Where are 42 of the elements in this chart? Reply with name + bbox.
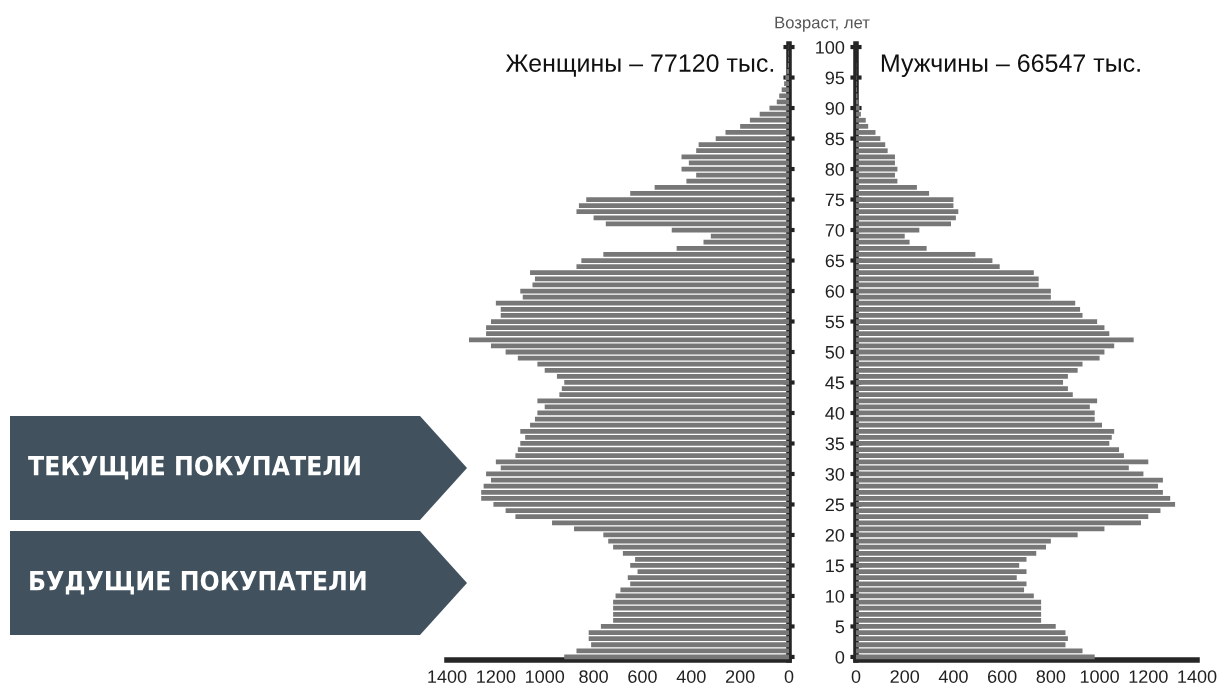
text: ТЕКУЩИЕ ПОКУПАТЕЛИ: [28, 455, 360, 480]
y-tick-label: 0: [835, 650, 845, 664]
y-tick-label: 90: [825, 101, 845, 115]
x-tick-label: 0: [851, 670, 861, 683]
y-tick-label: 10: [826, 589, 845, 603]
y-tick-label: 45: [825, 376, 845, 390]
text: БУДУЩИЕ ПОКУПАТЕЛИ: [30, 570, 366, 595]
x-tick-label: 0: [784, 670, 794, 683]
x-tick-label: 200: [890, 670, 920, 683]
y-tick-label: 65: [825, 254, 845, 268]
y-tick-label: 95: [825, 71, 845, 85]
x-tick-label: 800: [579, 670, 608, 683]
x-tick-label: 1200: [477, 670, 516, 683]
x-tick-label: 200: [725, 670, 755, 683]
y-tick-label: 60: [825, 284, 845, 298]
x-tick-label: 600: [628, 670, 657, 683]
x-tick-label: 1400: [1178, 670, 1217, 683]
y-tick-label: 55: [825, 315, 845, 329]
x-tick-label: 1200: [1129, 670, 1168, 683]
x-tick-label: 400: [676, 670, 706, 683]
y-tick-label: 20: [825, 528, 845, 542]
y-tick-label: 25: [825, 498, 845, 512]
y-tick-label: 30: [825, 467, 845, 481]
y-axis-title: Возраст, лет: [775, 16, 870, 32]
x-tick-label: 800: [1036, 670, 1066, 683]
y-tick-label: 35: [825, 437, 845, 451]
x-tick-label: 1000: [1080, 670, 1119, 683]
y-tick-label: 85: [825, 132, 845, 146]
y-tick-label: 15: [826, 559, 845, 573]
x-tick-label: 600: [988, 670, 1017, 683]
y-tick-label: 75: [825, 193, 845, 207]
chart-title: Женщины – 77120 тыс.: [505, 54, 774, 77]
y-tick-label: 70: [825, 223, 845, 237]
y-tick-label: 40: [825, 406, 845, 420]
chart-title: Мужчины – 66547 тыс.: [881, 54, 1140, 77]
x-tick-label: 1400: [428, 670, 467, 683]
y-tick-label: 80: [825, 162, 845, 176]
y-tick-label: 5: [835, 620, 845, 634]
y-tick-label: 50: [825, 345, 845, 359]
x-tick-label: 400: [938, 670, 968, 683]
x-tick-label: 1000: [526, 670, 565, 683]
y-tick-label: 100: [816, 40, 845, 54]
